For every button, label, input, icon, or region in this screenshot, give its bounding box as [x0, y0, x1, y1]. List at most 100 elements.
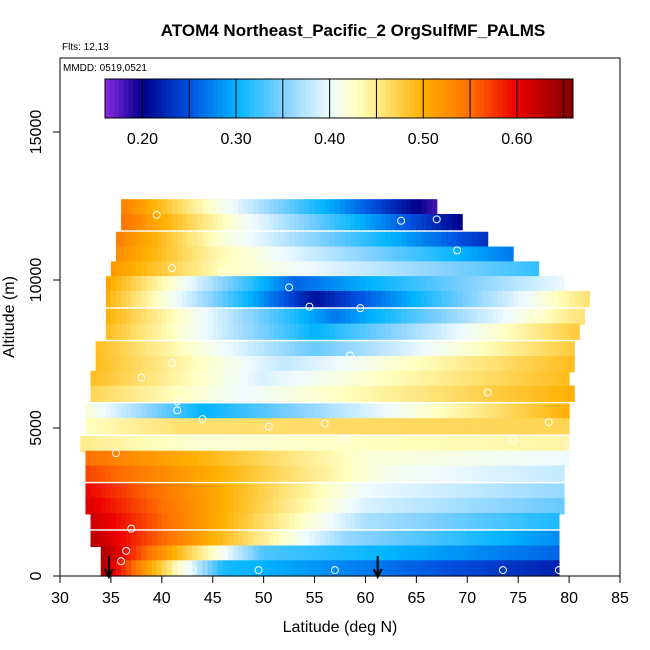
heat-cell — [228, 356, 234, 373]
heat-cell — [324, 450, 331, 468]
heat-cell — [299, 418, 305, 435]
heat-cell — [319, 246, 326, 263]
heat-cell — [538, 483, 545, 500]
heat-cell — [553, 530, 560, 547]
heat-cell — [146, 308, 153, 325]
heat-cell — [538, 308, 545, 325]
colorbar-swatch — [353, 79, 359, 118]
heat-cell — [477, 356, 484, 373]
heat-cell — [243, 276, 249, 293]
heat-cell — [416, 435, 423, 453]
heat-cell — [548, 276, 555, 293]
heat-cell — [253, 231, 260, 249]
heat-cell — [151, 341, 158, 358]
heat-cell — [452, 231, 458, 249]
heat-cell — [238, 435, 244, 453]
heat-cell — [365, 530, 372, 547]
heat-cell — [457, 276, 463, 293]
heat-cell — [253, 465, 260, 482]
heat-cell — [431, 465, 438, 482]
heat-cell — [564, 323, 570, 340]
heat-cell — [289, 545, 295, 562]
heat-cell — [294, 418, 300, 435]
heat-cell — [131, 450, 137, 468]
heat-cell — [233, 385, 239, 402]
heat-cell — [324, 483, 331, 500]
heat-cell — [360, 560, 367, 577]
heat-cell — [396, 261, 402, 278]
heat-cell — [156, 465, 163, 482]
heat-cell — [380, 290, 387, 308]
heat-cell — [258, 323, 265, 340]
heat-cell — [136, 276, 143, 293]
heat-cell — [360, 418, 367, 435]
heat-cell — [345, 276, 351, 293]
heat-cell — [268, 385, 275, 402]
heat-cell — [278, 435, 285, 453]
heat-cell — [248, 370, 255, 388]
heat-cell — [90, 450, 97, 468]
heat-cell — [136, 435, 143, 453]
heat-cell — [340, 323, 346, 340]
heat-cell — [538, 450, 545, 468]
colorbar-swatch — [385, 79, 391, 118]
heat-cell — [431, 450, 438, 468]
heat-cell — [105, 483, 112, 500]
colorbar-swatch — [222, 79, 228, 118]
heat-cell — [121, 199, 127, 216]
heat-cell — [543, 560, 550, 577]
heat-cell — [166, 545, 173, 562]
heat-cell — [187, 370, 193, 388]
heat-cell — [126, 231, 132, 249]
heat-cell — [329, 290, 336, 308]
colorbar-swatch — [133, 79, 139, 118]
heat-cell — [166, 213, 173, 231]
heat-cell — [385, 231, 392, 249]
heat-cell — [334, 276, 341, 293]
heat-cell — [182, 323, 188, 340]
heat-cell — [523, 261, 529, 278]
heat-cell — [294, 246, 300, 263]
heat-cell — [156, 512, 163, 530]
heat-cell — [202, 370, 209, 388]
heat-cell — [390, 385, 397, 402]
heat-cell — [324, 261, 331, 278]
heat-cell — [380, 483, 387, 500]
heat-cell — [375, 308, 382, 325]
heat-cell — [523, 512, 529, 530]
heat-cell — [121, 323, 127, 340]
heat-cell — [385, 341, 392, 358]
heat-cell — [263, 450, 270, 468]
heat-cell — [334, 261, 341, 278]
heat-cell — [304, 261, 311, 278]
heat-cell — [238, 370, 244, 388]
heat-cell — [273, 199, 280, 216]
heat-cell — [416, 246, 423, 263]
heat-cell — [233, 483, 239, 500]
heat-cell — [569, 356, 575, 373]
flight-point — [117, 557, 126, 566]
heat-cell — [192, 308, 199, 325]
heat-cell — [329, 450, 336, 468]
heat-cell — [136, 483, 143, 500]
flight-point — [330, 566, 339, 575]
heat-cell — [385, 418, 392, 435]
heat-cell — [238, 323, 244, 340]
heat-cell — [334, 231, 341, 249]
heat-cell — [309, 483, 316, 500]
colorbar-swatch — [535, 79, 541, 118]
heat-cell — [523, 290, 529, 308]
heat-cell — [502, 276, 509, 293]
heat-cell — [462, 290, 468, 308]
heat-cell — [564, 341, 570, 358]
heat-cell — [497, 403, 504, 420]
heat-cell — [110, 465, 117, 482]
heat-cell — [121, 246, 127, 263]
heat-cell — [416, 231, 423, 249]
heat-cell — [340, 530, 346, 547]
heat-cell — [345, 403, 351, 420]
heat-cell — [294, 450, 300, 468]
heat-cell — [431, 246, 438, 263]
flight-point — [173, 397, 182, 406]
heat-cell — [187, 323, 193, 340]
